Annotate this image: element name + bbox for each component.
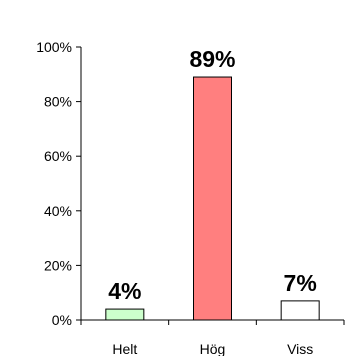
category-label: Viss <box>287 341 313 356</box>
bar-helt <box>105 308 145 321</box>
data-label: 89% <box>189 46 235 72</box>
y-tick-label: 60% <box>44 148 72 164</box>
y-tick-label: 20% <box>44 257 72 273</box>
bars <box>105 76 320 321</box>
y-tick-label: 0% <box>52 312 72 328</box>
bar-viss <box>280 300 320 321</box>
x-axis <box>80 319 345 325</box>
y-tick-label: 80% <box>44 94 72 110</box>
category-label: Helt <box>112 341 137 356</box>
category-labels: Helt Hög Viss <box>112 341 313 356</box>
data-labels: 4% 89% 7% <box>108 46 317 304</box>
y-axis: 0% 20% 40% 60% 80% 100% <box>36 39 82 328</box>
y-tick-label: 40% <box>44 203 72 219</box>
data-label: 4% <box>108 278 141 304</box>
y-tick-label: 100% <box>36 39 72 55</box>
category-label: Hög <box>200 341 226 356</box>
bar-hög <box>193 76 232 321</box>
data-label: 7% <box>284 270 317 296</box>
